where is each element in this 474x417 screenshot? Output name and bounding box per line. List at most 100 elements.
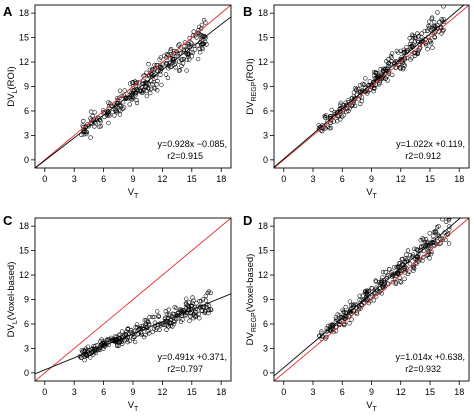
data-point bbox=[144, 318, 149, 323]
data-point bbox=[143, 332, 148, 338]
data-point bbox=[343, 304, 348, 310]
data-point bbox=[146, 328, 151, 333]
data-point bbox=[431, 243, 436, 248]
data-point bbox=[184, 57, 189, 63]
data-point bbox=[197, 299, 202, 304]
data-point bbox=[442, 19, 447, 25]
data-point bbox=[125, 339, 130, 345]
data-point bbox=[148, 72, 154, 77]
data-point bbox=[386, 61, 391, 66]
data-point bbox=[119, 329, 125, 334]
data-point bbox=[206, 310, 211, 316]
data-point bbox=[164, 61, 170, 66]
data-point bbox=[407, 36, 412, 41]
data-point bbox=[106, 109, 111, 114]
data-point bbox=[328, 125, 334, 131]
data-point bbox=[112, 113, 117, 118]
data-point bbox=[422, 28, 427, 34]
data-point bbox=[380, 69, 386, 74]
data-point bbox=[154, 82, 159, 87]
data-point bbox=[373, 278, 378, 283]
data-point bbox=[157, 327, 162, 332]
data-point bbox=[200, 46, 205, 52]
data-point bbox=[180, 57, 185, 62]
data-point bbox=[391, 265, 397, 270]
y-tick-label: 9 bbox=[263, 295, 268, 305]
data-point bbox=[82, 357, 87, 363]
data-point bbox=[195, 56, 201, 62]
x-tick-label: 18 bbox=[454, 387, 464, 397]
data-point bbox=[191, 29, 196, 34]
data-point bbox=[143, 84, 148, 90]
data-point bbox=[343, 100, 348, 105]
data-point bbox=[386, 60, 392, 66]
y-tick-label: 0 bbox=[24, 155, 29, 165]
data-point bbox=[134, 100, 140, 106]
data-point bbox=[178, 319, 184, 324]
data-point bbox=[130, 94, 135, 100]
data-point bbox=[437, 19, 442, 25]
data-point bbox=[177, 42, 182, 47]
data-point bbox=[447, 224, 452, 229]
regression-equation: y=1.022x +0.119, bbox=[396, 139, 465, 149]
y-tick-label: 18 bbox=[19, 221, 29, 231]
data-point bbox=[187, 318, 192, 323]
data-point bbox=[158, 65, 163, 70]
data-point bbox=[171, 59, 176, 64]
regression-line bbox=[274, 5, 465, 168]
y-tick-label: 9 bbox=[263, 82, 268, 92]
y-tick-label: 3 bbox=[24, 130, 29, 140]
data-point bbox=[144, 93, 149, 99]
data-point bbox=[88, 355, 93, 360]
y-tick-label: 9 bbox=[24, 82, 29, 92]
data-point bbox=[170, 60, 175, 65]
y-tick-label: 0 bbox=[24, 368, 29, 378]
scatter-panel-a: 0 3 6 9 12 15 18 0 3 6 9 12 15 18 VT DVL(ROI) y=0.928x −… bbox=[3, 4, 232, 200]
data-point bbox=[341, 113, 346, 118]
data-point bbox=[122, 88, 127, 93]
data-point bbox=[334, 110, 339, 115]
data-point bbox=[116, 343, 122, 348]
data-point bbox=[187, 57, 192, 62]
data-point bbox=[162, 315, 168, 321]
data-point bbox=[419, 244, 424, 249]
data-point bbox=[81, 118, 86, 124]
y-tick-label: 15 bbox=[19, 33, 29, 43]
data-point bbox=[446, 241, 452, 246]
y-tick-label: 6 bbox=[24, 319, 29, 329]
regression-line bbox=[35, 293, 231, 375]
data-point bbox=[88, 135, 93, 140]
data-point bbox=[153, 75, 159, 80]
data-point bbox=[194, 35, 199, 40]
data-point bbox=[114, 108, 119, 114]
data-point bbox=[375, 288, 380, 293]
data-point bbox=[179, 63, 184, 69]
data-point bbox=[90, 113, 95, 119]
data-point bbox=[410, 33, 416, 38]
data-point bbox=[380, 269, 386, 275]
data-point bbox=[383, 66, 388, 71]
x-tick-label: 18 bbox=[454, 174, 464, 184]
r-squared: r2=0.912 bbox=[405, 151, 441, 161]
data-point bbox=[189, 54, 194, 59]
data-point bbox=[400, 256, 405, 262]
data-point bbox=[380, 71, 385, 76]
identity-line bbox=[274, 5, 469, 168]
data-point bbox=[371, 89, 376, 94]
data-point bbox=[377, 80, 382, 85]
x-axis-label: VT bbox=[366, 400, 377, 413]
data-point bbox=[432, 240, 437, 246]
data-point bbox=[101, 346, 106, 351]
data-point bbox=[141, 334, 147, 340]
x-tick-label: 0 bbox=[281, 174, 286, 184]
data-point bbox=[375, 76, 380, 81]
data-point bbox=[84, 131, 89, 137]
data-point bbox=[191, 316, 196, 321]
data-point bbox=[363, 288, 368, 294]
y-tick-label: 18 bbox=[258, 221, 268, 231]
data-point bbox=[366, 83, 371, 88]
data-point bbox=[116, 100, 121, 106]
data-point bbox=[133, 325, 138, 330]
data-point bbox=[411, 265, 416, 270]
data-point bbox=[158, 72, 163, 77]
